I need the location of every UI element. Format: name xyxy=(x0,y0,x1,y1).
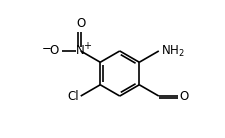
Text: Cl: Cl xyxy=(67,90,79,103)
Text: N: N xyxy=(76,44,85,57)
Text: +: + xyxy=(83,41,91,51)
Text: NH$_2$: NH$_2$ xyxy=(160,43,184,59)
Text: −: − xyxy=(41,42,51,55)
Text: O: O xyxy=(50,44,58,57)
Text: O: O xyxy=(179,90,188,103)
Text: O: O xyxy=(76,17,85,30)
